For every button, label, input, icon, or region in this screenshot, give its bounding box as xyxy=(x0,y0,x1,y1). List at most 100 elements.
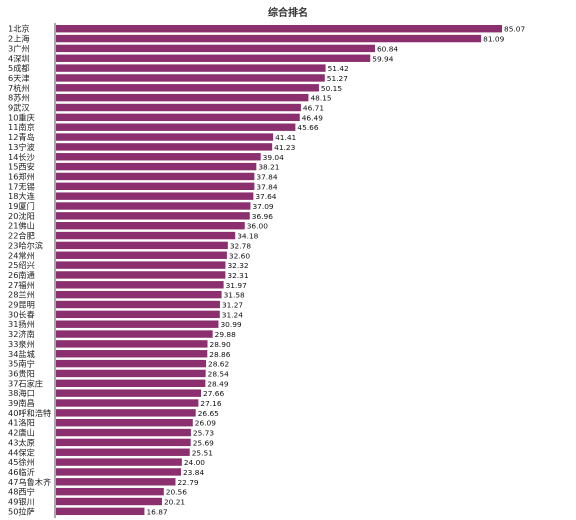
bar xyxy=(56,162,257,171)
category-label: 6天津 xyxy=(8,73,30,83)
value-label: 36.00 xyxy=(247,222,268,231)
value-label: 51.42 xyxy=(328,64,349,73)
value-label: 46.71 xyxy=(303,104,324,113)
bar xyxy=(56,379,206,387)
category-label: 23哈尔滨 xyxy=(8,240,43,250)
category-label: 27福州 xyxy=(8,280,35,290)
bar xyxy=(56,300,220,309)
value-label: 25.73 xyxy=(193,429,214,438)
value-label: 60.84 xyxy=(377,44,398,53)
bar xyxy=(56,478,176,486)
category-label: 44保定 xyxy=(8,447,35,457)
bar xyxy=(56,172,255,181)
bar xyxy=(56,93,309,102)
category-label: 4深圳 xyxy=(8,53,30,63)
category-label: 43太原 xyxy=(8,437,35,447)
category-label: 8苏州 xyxy=(8,93,30,103)
value-label: 22.79 xyxy=(177,478,198,487)
value-label: 32.32 xyxy=(227,261,248,270)
bar xyxy=(56,231,236,240)
value-label: 25.69 xyxy=(193,438,214,447)
value-label: 48.15 xyxy=(310,94,331,103)
bar xyxy=(56,241,228,250)
category-label: 33泉州 xyxy=(8,339,35,349)
bar xyxy=(56,310,220,319)
bar xyxy=(56,202,251,210)
value-label: 20.56 xyxy=(166,488,187,497)
bar xyxy=(56,468,181,476)
bar xyxy=(56,448,190,456)
bar xyxy=(56,182,255,190)
value-label: 32.60 xyxy=(229,251,250,260)
bar xyxy=(56,359,207,368)
value-label: 27.16 xyxy=(200,399,221,408)
bar xyxy=(56,271,226,279)
category-label: 10重庆 xyxy=(8,112,35,122)
category-label: 49银川 xyxy=(8,497,35,507)
value-label: 20.21 xyxy=(164,498,185,507)
bar xyxy=(56,74,325,82)
category-label: 15西安 xyxy=(8,162,35,172)
category-label: 50拉萨 xyxy=(8,506,35,516)
value-label: 28.62 xyxy=(208,360,229,369)
bar xyxy=(56,44,375,53)
category-label: 22合肥 xyxy=(8,231,35,241)
category-label: 16郑州 xyxy=(8,171,35,181)
category-labels-group: 1北京2上海3广州4深圳5成都6天津7杭州8苏州9武汉10重庆11南京12青岛1… xyxy=(8,24,51,517)
category-label: 40呼和浩特 xyxy=(8,408,51,418)
category-label: 47乌鲁木齐 xyxy=(8,477,51,487)
category-label: 25绍兴 xyxy=(8,260,35,270)
category-label: 48西宁 xyxy=(8,487,35,497)
value-label: 32.31 xyxy=(227,271,248,280)
value-label: 50.15 xyxy=(321,84,342,93)
category-label: 13宁波 xyxy=(8,142,35,152)
bar xyxy=(56,113,300,122)
bar xyxy=(56,281,224,289)
bar xyxy=(56,133,274,141)
bar xyxy=(56,419,193,427)
bar xyxy=(56,103,301,112)
category-label: 14长沙 xyxy=(8,152,35,162)
bar xyxy=(56,290,222,299)
value-label: 34.18 xyxy=(237,232,258,241)
bar xyxy=(56,143,273,151)
bar xyxy=(56,84,319,92)
bar xyxy=(56,507,145,516)
value-label: 25.51 xyxy=(192,448,213,457)
bar xyxy=(56,409,196,417)
value-label: 41.23 xyxy=(274,143,295,152)
bar xyxy=(56,192,254,200)
value-label: 37.64 xyxy=(255,192,276,201)
category-label: 39南昌 xyxy=(8,398,35,408)
bar xyxy=(56,320,219,328)
bar xyxy=(56,153,261,161)
category-label: 3广州 xyxy=(8,43,30,53)
bar xyxy=(56,399,199,407)
category-label: 24常州 xyxy=(8,250,35,260)
bar xyxy=(56,350,208,358)
bar xyxy=(56,340,208,348)
category-label: 45徐州 xyxy=(8,457,35,467)
bar xyxy=(56,330,213,338)
value-label: 31.97 xyxy=(226,281,247,290)
value-label: 51.27 xyxy=(327,74,348,83)
bar xyxy=(56,428,191,437)
bar xyxy=(56,34,482,43)
category-label: 21佛山 xyxy=(8,221,35,231)
category-label: 5成都 xyxy=(8,63,30,73)
value-label: 24.00 xyxy=(184,458,205,467)
bar xyxy=(56,369,206,378)
value-label: 28.54 xyxy=(208,369,229,378)
value-label: 81.09 xyxy=(483,35,504,44)
category-label: 11南京 xyxy=(8,122,35,132)
category-label: 29昆明 xyxy=(8,300,35,310)
category-label: 38海口 xyxy=(8,388,35,398)
bar xyxy=(56,123,296,131)
bar xyxy=(56,497,162,506)
category-label: 26南通 xyxy=(8,270,35,280)
category-label: 31扬州 xyxy=(8,319,35,329)
value-label: 28.90 xyxy=(210,340,231,349)
value-label: 37.84 xyxy=(256,182,277,191)
